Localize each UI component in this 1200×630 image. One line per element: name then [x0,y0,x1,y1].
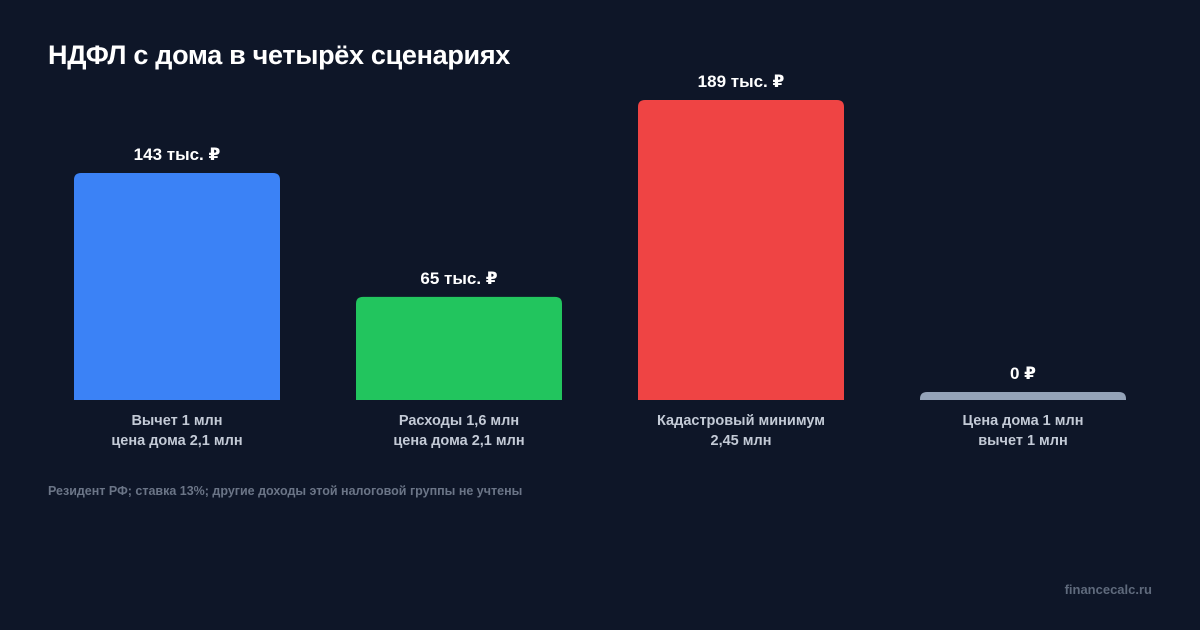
category-label-4-line-1: Цена дома 1 млн [963,413,1084,429]
value-labels-group: 143 тыс. ₽ 65 тыс. ₽ 189 тыс. ₽ 0 ₽ [134,72,1037,383]
bar-2 [356,296,562,400]
category-label-4-line-2: вычет 1 млн [978,433,1068,449]
watermark: financecalc.ru [1064,582,1152,597]
bar-value-label-4: 0 ₽ [1010,364,1036,383]
bars-group [74,100,1126,400]
chart-title: НДФЛ с дома в четырёх сценариях [48,40,511,70]
category-label-3-line-1: Кадастровый минимум [657,413,825,429]
bar-4 [920,392,1126,400]
category-label-2-line-1: Расходы 1,6 млн [399,413,519,429]
category-label-1-line-1: Вычет 1 млн [131,413,222,429]
bar-value-label-3: 189 тыс. ₽ [698,72,785,91]
bar-1 [74,173,280,400]
bar-value-label-1: 143 тыс. ₽ [134,145,221,164]
footnote: Резидент РФ; ставка 13%; другие доходы э… [48,484,523,498]
category-label-2-line-2: цена дома 2,1 млн [393,433,524,449]
bar-3 [638,100,844,400]
category-labels-group: Вычет 1 млн цена дома 2,1 млн Расходы 1,6 … [111,413,1083,449]
category-label-3-line-2: 2,45 млн [711,433,772,449]
bar-value-label-2: 65 тыс. ₽ [420,269,497,288]
category-label-1-line-2: цена дома 2,1 млн [111,433,242,449]
